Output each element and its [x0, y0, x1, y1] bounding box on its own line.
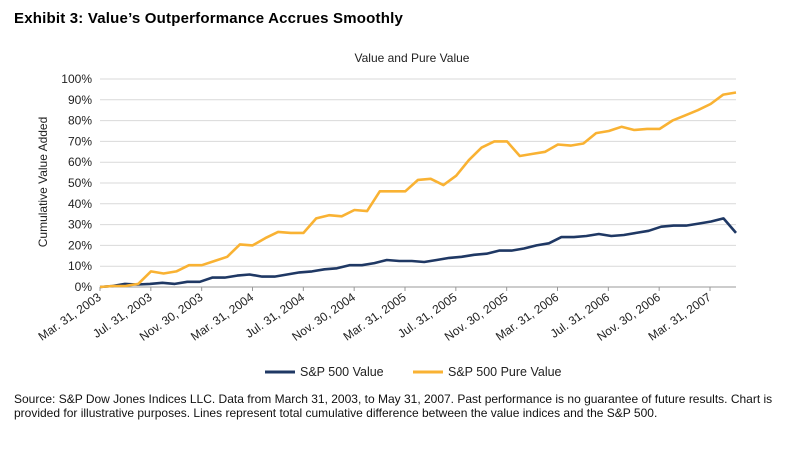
y-axis-label: Cumulative Value Added — [36, 117, 50, 248]
y-tick-label: 30% — [68, 218, 92, 232]
y-tick-label: 0% — [75, 280, 93, 294]
y-tick-label: 80% — [68, 114, 92, 128]
legend-label-sp500-value: S&P 500 Value — [300, 365, 384, 379]
y-tick-label: 100% — [61, 72, 92, 86]
source-note: Source: S&P Dow Jones Indices LLC. Data … — [14, 392, 773, 420]
y-tick-label: 90% — [68, 93, 92, 107]
y-tick-label: 50% — [68, 176, 92, 190]
series-line-sp500-pure-value — [99, 91, 737, 289]
chart-title: Value and Pure Value — [355, 51, 470, 65]
series-lines — [99, 91, 737, 289]
gridlines — [100, 78, 736, 267]
legend-label-sp500-pure-value: S&P 500 Pure Value — [448, 365, 562, 379]
y-tick-label: 20% — [68, 238, 92, 252]
y-tick-label: 70% — [68, 134, 92, 148]
y-axis-ticks: 0% 10% 20% 30% 40% 50% 60% 70% 80% 90% 100% — [61, 72, 92, 294]
y-tick-label: 10% — [68, 259, 92, 273]
y-tick-label: 40% — [68, 197, 92, 211]
y-tick-label: 60% — [68, 155, 92, 169]
exhibit-title: Exhibit 3: Value’s Outperformance Accrue… — [14, 10, 403, 27]
series-line-sp500-value — [99, 217, 737, 289]
line-chart: Value and Pure Value Cumulative Value Ad… — [36, 51, 737, 379]
legend: S&P 500 Value S&P 500 Pure Value — [265, 365, 562, 379]
